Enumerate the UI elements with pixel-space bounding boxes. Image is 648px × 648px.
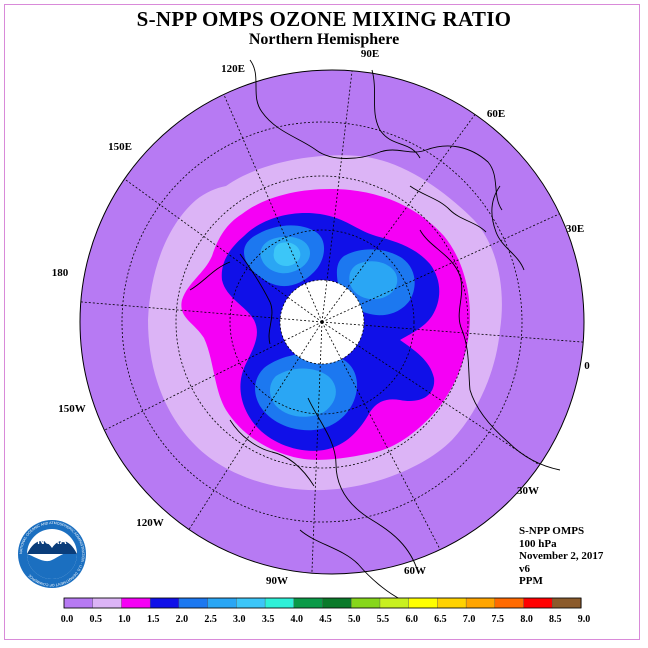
meridian-line — [188, 321, 323, 530]
ozone-band-3.0-pacific — [273, 242, 301, 266]
longitude-label: 120E — [221, 63, 245, 75]
map-boundary — [79, 69, 585, 575]
info-level: 100 hPa — [519, 537, 557, 550]
longitude-label: 90W — [266, 575, 288, 587]
colorbar-label: 6.5 — [434, 614, 447, 625]
colorbar-label: 7.5 — [492, 614, 505, 625]
colorbar-label: 3.0 — [233, 614, 246, 625]
latitude-circle — [121, 121, 523, 523]
colorbar-swatch — [351, 597, 381, 609]
meridian-line — [321, 213, 560, 323]
info-units: PPM — [519, 575, 543, 587]
colorbar-swatch — [63, 597, 94, 609]
info-instrument: S-NPP OMPS — [519, 525, 585, 537]
logo-wave — [27, 551, 77, 579]
coastline — [419, 229, 471, 391]
colorbar-label: 8.5 — [549, 614, 562, 625]
ozone-band-2.5-siberia — [349, 261, 398, 300]
longitude-label: 150E — [108, 141, 132, 153]
graticule — [80, 70, 584, 574]
longitude-label: 30E — [566, 223, 584, 235]
coastline — [469, 389, 561, 471]
meridian-line — [124, 178, 323, 323]
figure-frame — [4, 4, 640, 640]
latitude-circle — [229, 229, 415, 415]
colorbar-swatch — [293, 597, 324, 609]
coastline — [409, 185, 487, 233]
colorbar-swatch — [437, 597, 467, 609]
longitude-label: 120W — [136, 517, 164, 529]
longitude-label: 60E — [487, 108, 505, 120]
meridian-line — [311, 321, 323, 574]
longitude-label: 60W — [404, 565, 426, 577]
colorbar-label: 1.5 — [147, 614, 160, 625]
colorbar-swatch — [408, 597, 438, 609]
longitude-label: 90E — [361, 48, 379, 60]
info-version: v6 — [519, 562, 530, 575]
meridian-line — [321, 321, 441, 550]
coastline — [229, 419, 315, 487]
logo-bird — [27, 540, 77, 554]
longitude-label: 0 — [584, 360, 590, 372]
meridian-line — [321, 114, 476, 323]
coastline — [299, 529, 403, 601]
longitude-labels: 120E 90E 60E 30E 0 30W 60W 90W 120W 150W 180 150E — [52, 48, 591, 587]
colorbar-label: 5.5 — [377, 614, 390, 625]
colorbar-label: 9.0 — [578, 614, 591, 625]
longitude-label: 30W — [517, 485, 539, 497]
meridian-line — [223, 94, 323, 323]
longitude-label: 150W — [58, 403, 86, 415]
colorbar-swatch — [236, 597, 266, 609]
logo-text: NOAA — [37, 536, 66, 547]
colorbar-swatch — [552, 597, 582, 609]
meridian-line — [321, 321, 540, 466]
colorbar-swatch — [207, 597, 237, 609]
colorbar-swatch — [465, 597, 496, 609]
colorbar-swatch — [523, 597, 553, 609]
noaa-logo: NOAA NATIONAL OCEANIC AND ATMOSPHERIC AD… — [18, 520, 86, 588]
colorbar-swatch — [149, 597, 180, 609]
colorbar-label: 6.0 — [405, 614, 418, 625]
colorbar-label: 4.0 — [291, 614, 304, 625]
coastline — [249, 59, 503, 211]
colorbar-swatch — [494, 597, 525, 609]
coastline — [239, 253, 273, 345]
colorbar-swatch — [379, 597, 410, 609]
colorbar-swatch — [322, 597, 352, 609]
colorbar-label: 2.0 — [176, 614, 189, 625]
colorbar-label: 8.0 — [520, 614, 533, 625]
coastline — [491, 185, 525, 271]
latitude-circle — [279, 279, 365, 365]
colorbar-swatch — [121, 597, 151, 609]
map-title: S-NPP OMPS OZONE MIXING RATIO — [136, 7, 512, 31]
colorbar-label: 7.0 — [463, 614, 476, 625]
colorbar-border — [63, 597, 582, 609]
latitude-circle — [175, 175, 469, 469]
meridian-line — [104, 321, 323, 431]
colorbar-swatch — [264, 597, 295, 609]
colorbar-label: 0.5 — [89, 614, 102, 625]
info-block: S-NPP OMPS 100 hPa November 2, 2017 v6 P… — [519, 525, 603, 588]
colorbar-label: 2.5 — [204, 614, 217, 625]
coastline — [307, 397, 419, 573]
longitude-label: 180 — [52, 267, 69, 279]
meridian-line — [80, 301, 323, 323]
colorbar-label: 3.5 — [262, 614, 275, 625]
coastlines — [189, 59, 561, 601]
coastline — [371, 69, 421, 159]
colorbar-label: 1.0 — [118, 614, 131, 625]
colorbar-label: 0.0 — [61, 614, 74, 625]
info-date: November 2, 2017 — [519, 550, 604, 562]
coastline — [189, 261, 231, 291]
colorbar-swatch — [92, 597, 123, 609]
map-subtitle: Northern Hemisphere — [248, 31, 400, 48]
ozone-band-2.5-america — [270, 368, 336, 417]
colorbar: 0.0 0.5 1.0 1.5 2.0 2.5 3.0 3.5 4.0 4.5 5.0 5.5 6.0 6… — [61, 597, 591, 625]
colorbar-swatch — [178, 597, 209, 609]
colorbar-label: 4.5 — [319, 614, 332, 625]
colorbar-label: 5.0 — [348, 614, 361, 625]
